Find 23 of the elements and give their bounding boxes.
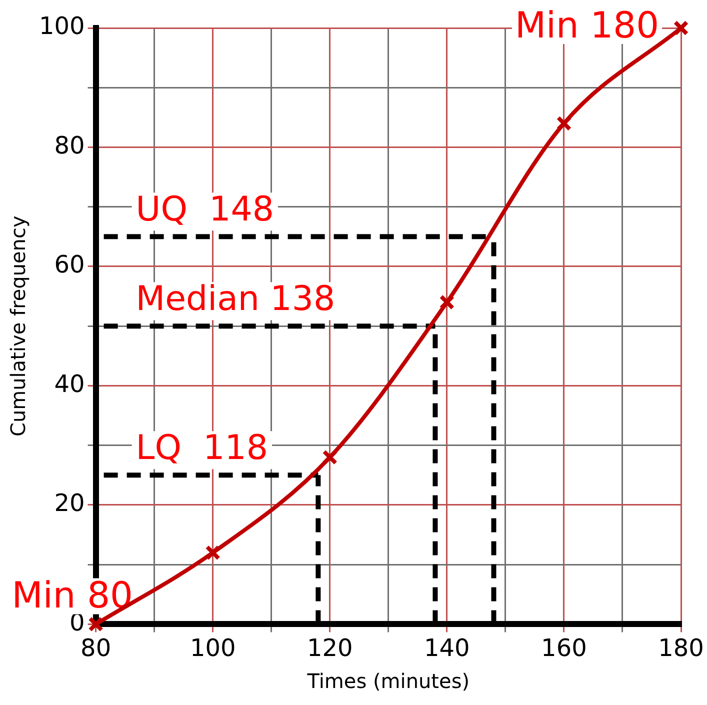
ref-line-label: UQ 148 (136, 190, 274, 230)
point (439, 294, 455, 310)
y-axis-title: Cumulative frequency (6, 216, 30, 437)
x-axis-title: Times (minutes) (306, 669, 470, 694)
annotation: Min 180 (514, 5, 659, 46)
y-tick-label: 80 (54, 131, 85, 160)
point (556, 116, 572, 132)
x-tick-label: 100 (190, 634, 236, 662)
y-tick-label: 100 (38, 12, 85, 40)
x-tick-label: 160 (541, 634, 587, 662)
point (673, 20, 689, 36)
point (88, 616, 104, 632)
y-tick-label: 20 (54, 489, 85, 518)
point (322, 450, 338, 465)
y-tick-label: 40 (54, 370, 85, 398)
x-tick-label: 140 (424, 634, 470, 662)
ref-line-label: Median 138 (136, 278, 336, 319)
x-tick-label: 80 (80, 634, 112, 662)
x-tick-label: 180 (658, 634, 704, 662)
point (205, 545, 221, 560)
x-tick-label: 120 (306, 634, 353, 662)
y-tick-label: 60 (54, 250, 85, 279)
ref-line-label: LQ 118 (136, 428, 268, 468)
